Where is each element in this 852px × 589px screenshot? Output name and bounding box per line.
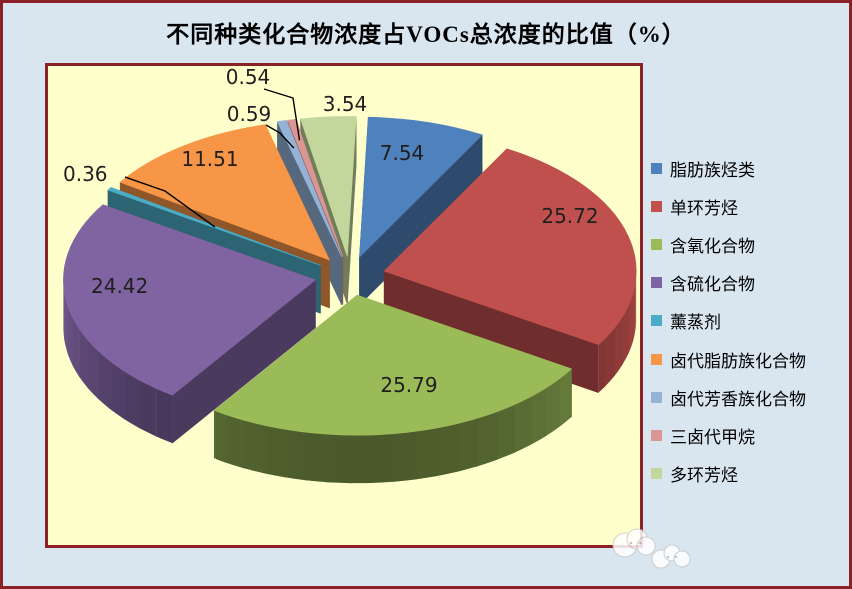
legend-item-label: 单环芳烃 <box>670 198 738 218</box>
legend-swatch-icon <box>651 353 662 365</box>
legend-item-label: 卤代脂肪族化合物 <box>670 351 806 371</box>
legend-swatch-icon <box>651 429 662 441</box>
legend-item: 单环芳烃 <box>651 187 849 225</box>
legend-swatch-icon <box>651 162 662 174</box>
legend-swatch-icon <box>651 238 662 250</box>
legend-swatch-icon <box>651 200 662 212</box>
legend-item: 脂肪族烃类 <box>651 149 849 187</box>
legend-item-label: 多环芳烃 <box>670 466 738 486</box>
legend-item-label: 含氧化合物 <box>670 236 755 256</box>
legend-item: 薰蒸剂 <box>651 302 849 340</box>
legend-item: 卤代脂肪族化合物 <box>651 340 849 378</box>
legend-item: 多环芳烃 <box>651 455 849 493</box>
legend-swatch-icon <box>651 315 662 327</box>
legend-item-label: 卤代芳香族化合物 <box>670 389 806 409</box>
watermark-clouds-icon <box>612 528 691 569</box>
legend-item-label: 含硫化合物 <box>670 275 755 295</box>
legend-swatch-icon <box>651 277 662 289</box>
legend-swatch-icon <box>651 468 662 480</box>
chart-title: 不同种类化合物浓度占VOCs总浓度的比值（%） <box>166 22 686 47</box>
legend: 脂肪族烃类单环芳烃含氧化合物含硫化合物薰蒸剂卤代脂肪族化合物 卤代芳香族化合物 三卤… <box>651 149 849 493</box>
plot-area <box>45 63 643 548</box>
legend-swatch-icon <box>651 391 662 403</box>
legend-item: 含硫化合物 <box>651 264 849 302</box>
legend-item: 卤代芳香族化合物 <box>651 378 849 416</box>
legend-item: 含氧化合物 <box>651 225 849 263</box>
legend-item: 三卤代甲烷 <box>651 416 849 454</box>
legend-item-label: 薰蒸剂 <box>670 313 721 333</box>
legend-item-label: 脂肪族烃类 <box>670 160 755 180</box>
legend-item-label: 三卤代甲烷 <box>670 427 755 447</box>
